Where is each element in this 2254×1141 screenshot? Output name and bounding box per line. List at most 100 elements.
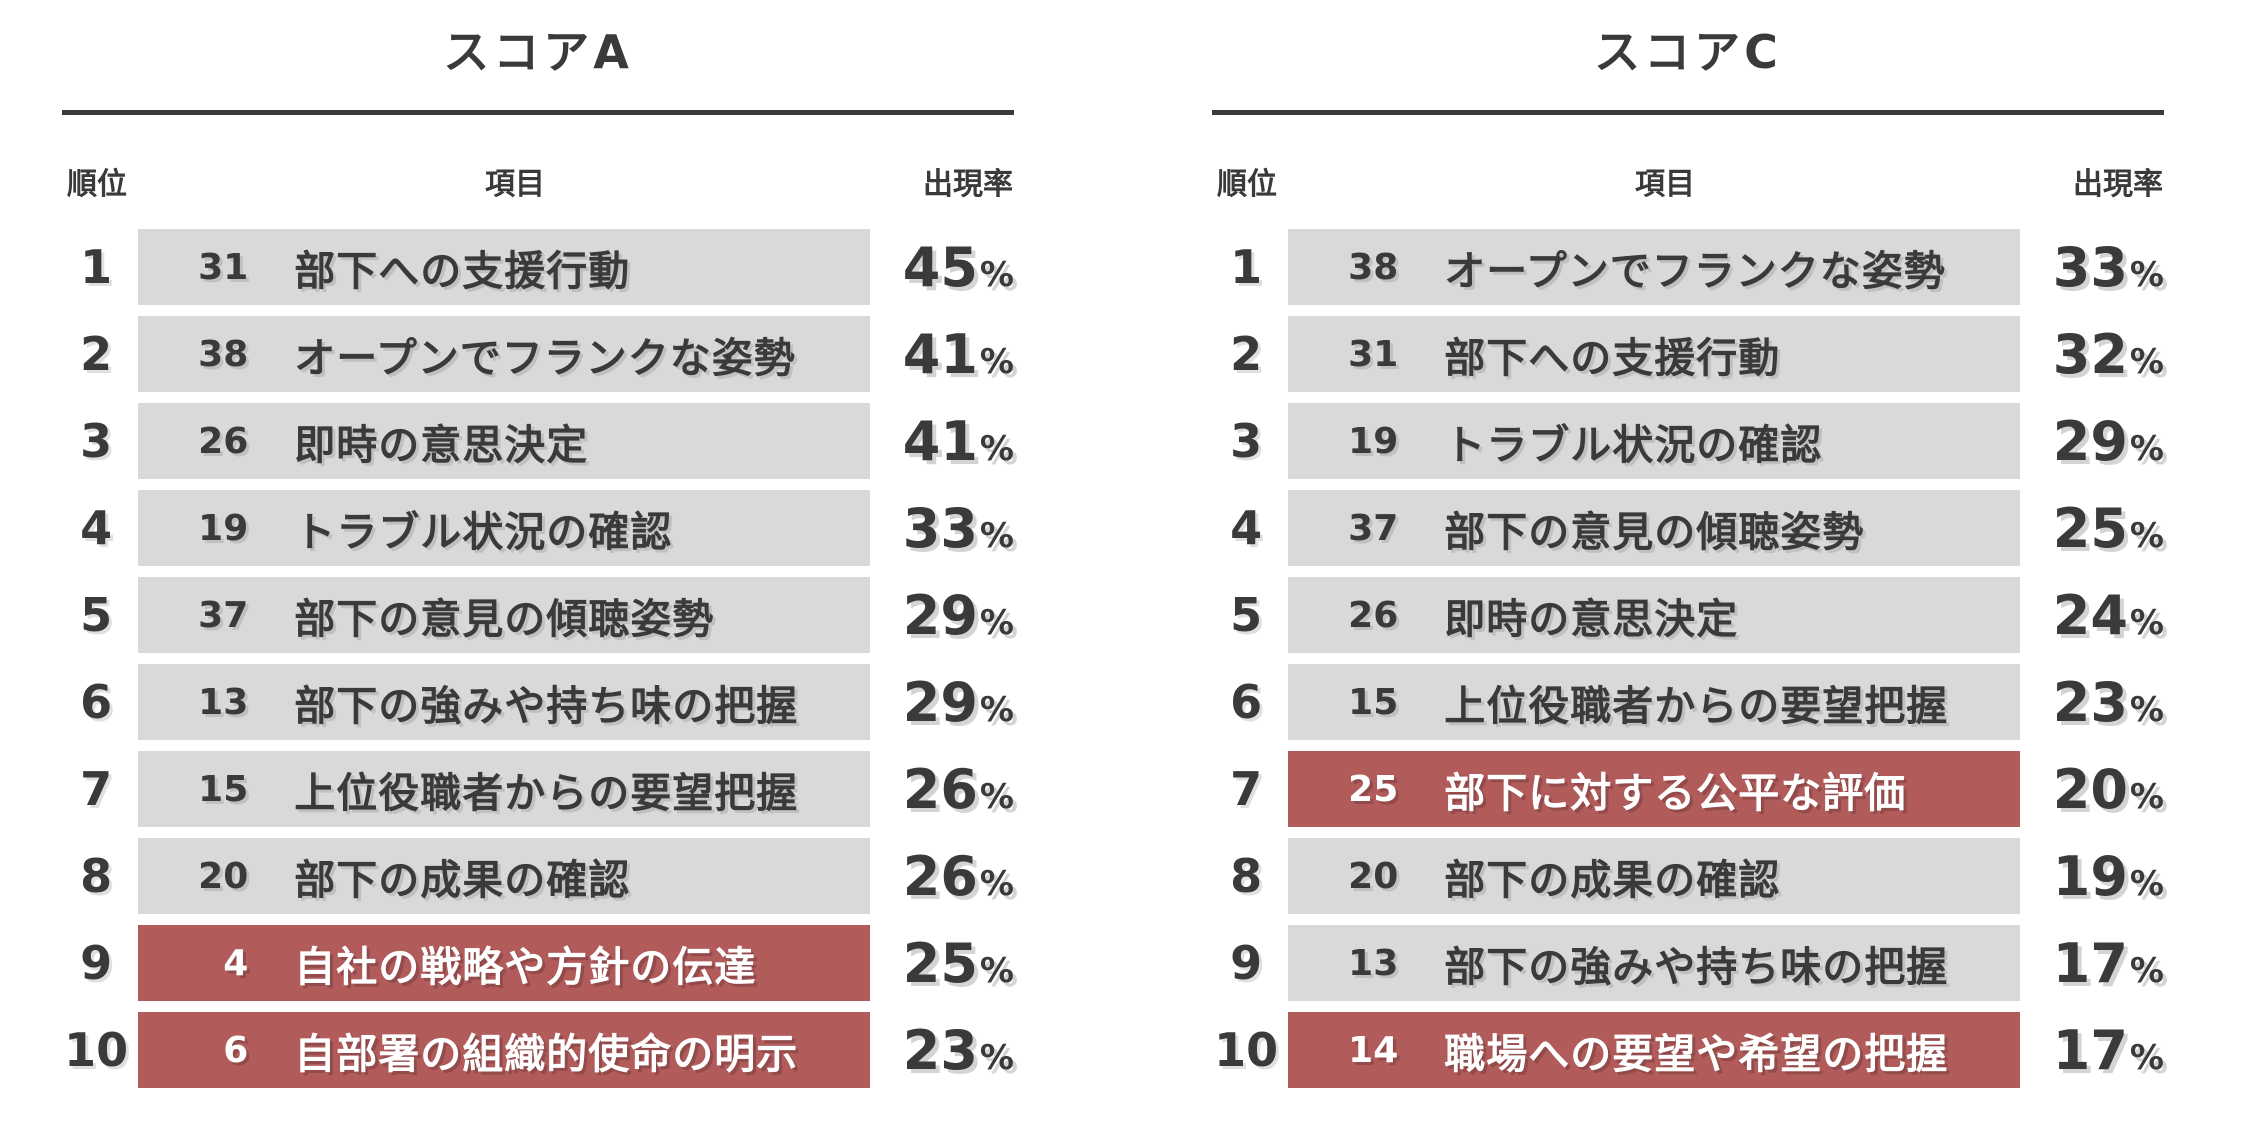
item-number: 31 <box>1348 333 1399 375</box>
item-number: 13 <box>1348 942 1399 984</box>
item-label: 部下に対する公平な評価 <box>1444 769 1907 817</box>
score-c-column-headers: 順位 項目 出現率 <box>1212 159 2164 203</box>
item-bar: 19 トラブル状況の確認 <box>138 490 870 566</box>
score-a-title: スコアA <box>443 25 633 79</box>
rate-unit: % <box>2129 950 2164 991</box>
score-a-column-headers: 順位 項目 出現率 <box>62 159 1014 203</box>
item-number: 38 <box>1348 246 1399 288</box>
rank-value: 9 <box>1230 936 1263 990</box>
occurrence-rate: 25% <box>2053 497 2164 560</box>
item-number: 37 <box>1348 507 1399 549</box>
rate-value: 33 <box>902 496 978 560</box>
item-number: 14 <box>1348 1029 1399 1071</box>
item-number: 26 <box>1348 594 1399 636</box>
item-column-header: 項目 <box>1635 167 1695 202</box>
item-number: 38 <box>198 333 249 375</box>
rank-value: 4 <box>80 501 113 555</box>
table-row: 4 19 トラブル状況の確認 33% <box>62 490 1014 566</box>
rate-value: 32 <box>2052 322 2128 386</box>
item-bar: 31 部下への支援行動 <box>138 229 870 305</box>
table-row: 3 19 トラブル状況の確認 29% <box>1212 403 2164 479</box>
item-label: トラブル状況の確認 <box>294 508 673 556</box>
occurrence-rate: 23% <box>2053 671 2164 734</box>
occurrence-rate: 29% <box>903 584 1014 647</box>
rank-value: 1 <box>1230 240 1263 294</box>
rank-value: 10 <box>1214 1023 1279 1077</box>
rate-value: 23 <box>2052 670 2128 734</box>
rate-value: 17 <box>2052 931 2128 995</box>
rate-unit: % <box>2129 428 2164 469</box>
occurrence-rate: 29% <box>2053 410 2164 473</box>
rate-unit: % <box>979 254 1014 295</box>
table-row: 9 13 部下の強みや持ち味の把握 17% <box>1212 925 2164 1001</box>
item-number: 37 <box>198 594 249 636</box>
rate-unit: % <box>2129 689 2164 730</box>
item-bar: 6 自部署の組織的使命の明示 <box>138 1012 870 1088</box>
item-bar: 20 部下の成果の確認 <box>1288 838 2020 914</box>
item-label: 上位役職者からの要望把握 <box>294 769 799 817</box>
rank-value: 6 <box>80 675 113 729</box>
rate-unit: % <box>2129 254 2164 295</box>
table-row: 9 4 自社の戦略や方針の伝達 25% <box>62 925 1014 1001</box>
item-bar: 37 部下の意見の傾聴姿勢 <box>1288 490 2020 566</box>
occurrence-rate: 45% <box>903 236 1014 299</box>
occurrence-rate: 17% <box>2053 932 2164 995</box>
rank-value: 2 <box>80 327 113 381</box>
item-number: 13 <box>198 681 249 723</box>
item-label: 部下の意見の傾聴姿勢 <box>1444 508 1865 556</box>
occurrence-rate: 29% <box>903 671 1014 734</box>
rate-value: 26 <box>902 844 978 908</box>
item-label: 部下への支援行動 <box>1444 334 1781 382</box>
item-bar: 19 トラブル状況の確認 <box>1288 403 2020 479</box>
score-a-panel: スコアA 順位 項目 出現率 1 31 部下への支援行動 45% 2 38 オー… <box>62 0 1014 1141</box>
rate-value: 17 <box>2052 1018 2128 1082</box>
item-label: 部下の成果の確認 <box>1444 856 1781 904</box>
item-bar: 25 部下に対する公平な評価 <box>1288 751 2020 827</box>
rank-value: 3 <box>1230 414 1263 468</box>
occurrence-rate: 20% <box>2053 758 2164 821</box>
rate-unit: % <box>979 776 1014 817</box>
rate-unit: % <box>2129 776 2164 817</box>
rate-unit: % <box>979 1037 1014 1078</box>
item-number: 19 <box>198 507 249 549</box>
rate-unit: % <box>979 428 1014 469</box>
occurrence-rate: 19% <box>2053 845 2164 908</box>
item-label: 部下の意見の傾聴姿勢 <box>294 595 715 643</box>
rate-value: 41 <box>902 409 978 473</box>
item-label: 即時の意思決定 <box>294 421 589 469</box>
occurrence-rate: 24% <box>2053 584 2164 647</box>
item-number: 15 <box>198 768 249 810</box>
rank-column-header: 順位 <box>67 167 127 202</box>
occurrence-rate: 17% <box>2053 1019 2164 1082</box>
item-number: 31 <box>198 246 249 288</box>
occurrence-rate: 41% <box>903 323 1014 386</box>
occurrence-rate: 32% <box>2053 323 2164 386</box>
item-bar: 26 即時の意思決定 <box>1288 577 2020 653</box>
item-number: 6 <box>223 1029 249 1071</box>
item-bar: 15 上位役職者からの要望把握 <box>138 751 870 827</box>
table-row: 5 26 即時の意思決定 24% <box>1212 577 2164 653</box>
item-label: 自部署の組織的使命の明示 <box>294 1030 799 1078</box>
table-row: 6 13 部下の強みや持ち味の把握 29% <box>62 664 1014 740</box>
rank-value: 3 <box>80 414 113 468</box>
rank-value: 6 <box>1230 675 1263 729</box>
table-row: 8 20 部下の成果の確認 19% <box>1212 838 2164 914</box>
rate-value: 25 <box>902 931 978 995</box>
rate-value: 19 <box>2052 844 2128 908</box>
rate-value: 20 <box>2052 757 2128 821</box>
rate-column-header: 出現率 <box>2073 167 2163 202</box>
rate-value: 24 <box>2052 583 2128 647</box>
occurrence-rate: 26% <box>903 758 1014 821</box>
item-label: 部下の強みや持ち味の把握 <box>294 682 799 730</box>
item-number: 20 <box>1348 855 1399 897</box>
rate-unit: % <box>2129 1037 2164 1078</box>
rank-value: 4 <box>1230 501 1263 555</box>
rate-value: 29 <box>902 583 978 647</box>
rate-unit: % <box>2129 863 2164 904</box>
rank-column-header: 順位 <box>1217 167 1277 202</box>
table-row: 10 6 自部署の組織的使命の明示 23% <box>62 1012 1014 1088</box>
rank-value: 9 <box>80 936 113 990</box>
score-a-title-underline <box>62 110 1014 115</box>
table-row: 7 25 部下に対する公平な評価 20% <box>1212 751 2164 827</box>
rank-value: 8 <box>80 849 113 903</box>
